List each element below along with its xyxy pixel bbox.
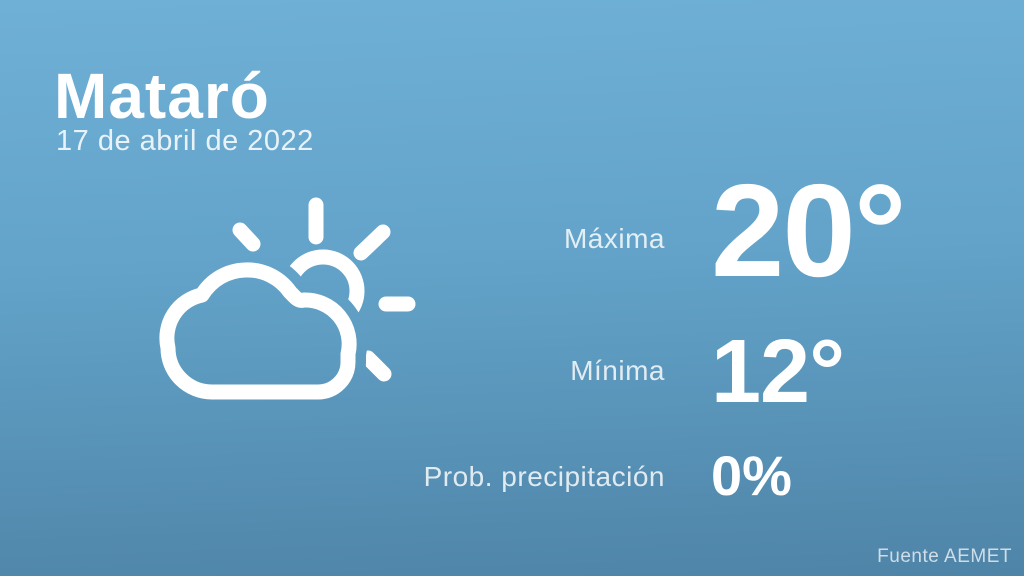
sun-ray-top-right: [353, 224, 391, 261]
cloud-outline: [159, 262, 357, 400]
sun-ray-bottom-right: [360, 350, 392, 382]
page-title: Mataró: [54, 60, 270, 132]
max-temp-value: 20°: [711, 157, 907, 304]
precipitation-label: Prob. precipitación: [423, 461, 665, 492]
max-temp-label: Máxima: [563, 223, 665, 254]
source-attribution: Fuente AEMET: [877, 546, 1012, 567]
min-temp-value: 12°: [711, 322, 845, 422]
min-temp-label: Mínima: [570, 355, 665, 386]
date-text: 17 de abril de 2022: [56, 125, 314, 157]
sun-icon: [232, 197, 416, 382]
precipitation-value: 0%: [711, 444, 792, 507]
sun-ray-top-left: [232, 222, 261, 252]
sun-behind-cloud-icon: [159, 197, 416, 400]
